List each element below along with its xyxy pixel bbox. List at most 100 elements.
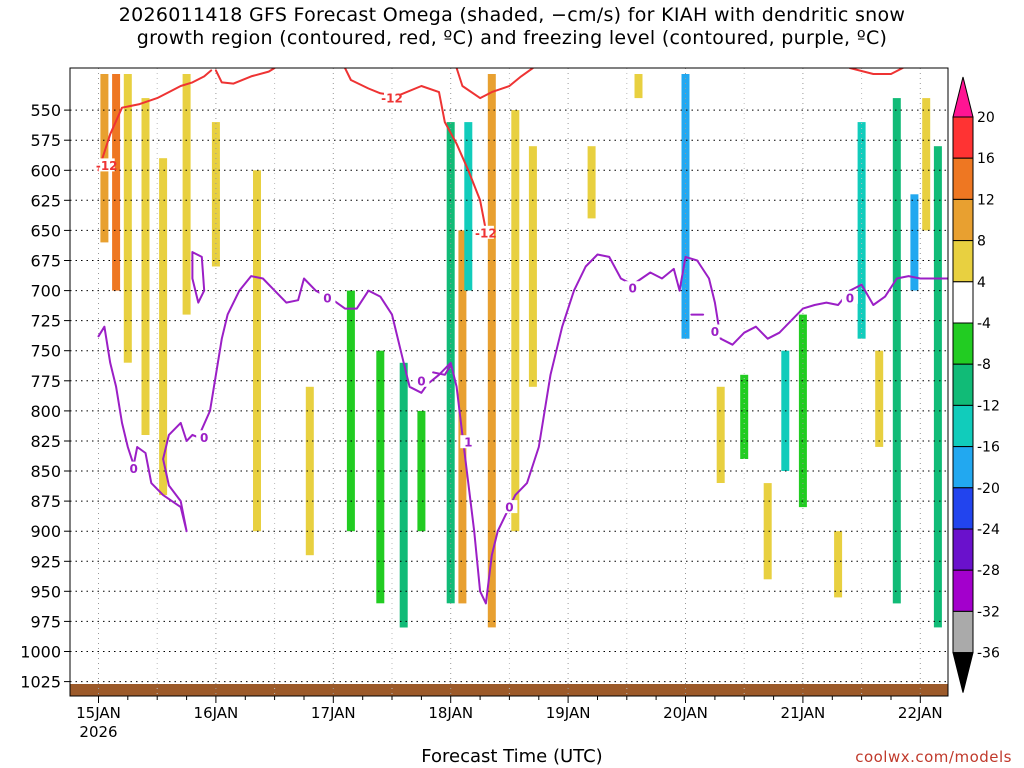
colorbar-tick-label: 12 [977, 192, 995, 208]
contour-label: 0 [200, 431, 208, 445]
plot-background [70, 68, 948, 696]
omega-cell [740, 374, 749, 459]
y-tick-label: 700 [30, 282, 61, 301]
y-tick-label: 575 [30, 131, 61, 150]
colorbar-tick-label: -28 [977, 563, 1000, 579]
y-tick-label: 550 [30, 101, 61, 120]
colorbar-swatch [952, 528, 974, 571]
colorbar-tick-label: 16 [977, 151, 995, 167]
colorbar-swatch [952, 404, 974, 448]
omega-shading [100, 74, 942, 628]
colorbar-tick-label: 4 [977, 275, 986, 291]
credit-link[interactable]: coolwx.com/models [855, 748, 1012, 766]
contour-label-bg [841, 290, 858, 304]
contour-label-bg [460, 435, 477, 449]
contour--12-line [455, 68, 534, 100]
contour-label: 0 [846, 291, 854, 305]
omega-cell [376, 350, 385, 604]
y-tick-label: 975 [30, 612, 61, 631]
gridlines [70, 68, 948, 696]
contour-label: 1 [464, 436, 472, 450]
contour-label-bg [319, 290, 336, 304]
y-tick-label: 850 [30, 462, 61, 481]
y-tick-label: 925 [30, 552, 61, 571]
x-year-label: 2026 [79, 723, 117, 741]
x-tick-label: 20JAN [663, 704, 708, 722]
colorbar-swatch [952, 487, 974, 530]
omega-cell [123, 74, 132, 363]
omega-cell [892, 98, 901, 604]
y-tick-label: 1025 [20, 673, 61, 692]
contour-label-bg [624, 281, 641, 295]
omega-cell [458, 230, 467, 604]
omega-cell [922, 98, 931, 231]
omega-cell [875, 350, 884, 447]
y-axis: 550 575 600 625 650 675 700 725 750 775 800 825 850 8… [20, 101, 70, 692]
contour-label-bg [384, 91, 400, 105]
colorbar-swatch [952, 363, 974, 406]
colorbar-swatch [952, 240, 974, 283]
colorbar-tick-label: -32 [977, 604, 1000, 620]
y-tick-label: 875 [30, 492, 61, 511]
colorbar-tick-label: -24 [977, 522, 1000, 538]
contour-label-bg [477, 225, 494, 239]
omega-cell [100, 74, 109, 243]
omega-cell [112, 74, 121, 291]
colorbar-swatch [952, 446, 974, 489]
colorbar-swatch [952, 569, 974, 612]
omega-cell [182, 74, 191, 315]
omega-cell [305, 386, 314, 556]
contour-label-bg [196, 430, 213, 444]
colorbar-cap-bottom [952, 652, 974, 693]
contour-label-bg [413, 373, 430, 387]
contour-label-bg [501, 500, 518, 514]
y-tick-label: 1000 [20, 643, 61, 662]
colorbar-swatch [952, 198, 974, 242]
x-tick-label: 22JAN [898, 704, 943, 722]
surface-terrain [70, 681, 948, 696]
contour-0-line [432, 364, 452, 376]
x-axis-title: Forecast Time (UTC) [421, 746, 603, 767]
colorbar-tick-label: 8 [977, 234, 986, 250]
contour--12-line [97, 69, 213, 172]
omega-cell [464, 122, 473, 291]
y-tick-label: 600 [30, 161, 61, 180]
colorbar-swatch [952, 157, 974, 200]
contour-labels: -12 -12 -12 0 0 0 0 1 0 0 0 0 [96, 91, 858, 515]
y-tick-label: 750 [30, 342, 61, 361]
chart-title: 2026011418 GFS Forecast Omega (shaded, −… [0, 4, 1024, 50]
colorbar-tick-label: -16 [977, 440, 1000, 456]
colorbar-tick-label: -8 [977, 357, 991, 373]
omega-cell [834, 531, 843, 598]
omega-cell [910, 194, 919, 291]
omega-cell [159, 158, 168, 496]
colorbar-cap-top [952, 76, 974, 118]
contour-label: 0 [323, 291, 331, 305]
contour-label-bg [98, 158, 115, 172]
colorbar-swatch [952, 322, 974, 365]
y-tick-label: 675 [30, 252, 61, 271]
x-tick-label: 18JAN [428, 704, 473, 722]
colorbar: 20 16 12 8 4 -4 -8 -12 -16 -20 -24 -28 -32 -36 [952, 76, 1000, 693]
contour-label-bg [125, 461, 142, 475]
omega-cell [487, 74, 496, 628]
omega-cell [141, 98, 150, 435]
omega-cell [857, 122, 866, 339]
x-tick-label: 19JAN [546, 704, 591, 722]
colorbar-tick-label: -12 [977, 398, 1000, 414]
chart-title-line2: growth region (contoured, red, ºC) and f… [136, 27, 888, 49]
omega-cell [634, 74, 643, 99]
x-tick-label: 21JAN [781, 704, 826, 722]
contour-label: 0 [505, 501, 513, 515]
omega-cell [587, 146, 596, 219]
contour-label: 0 [417, 374, 425, 388]
contour-label-bg [706, 324, 723, 338]
x-tick-label: 15JAN [76, 704, 121, 722]
colorbar-swatch [952, 116, 974, 159]
x-tick-label: 16JAN [194, 704, 239, 722]
contour-label: 0 [629, 282, 637, 296]
y-tick-label: 900 [30, 522, 61, 541]
colorbar-tick-label: 20 [977, 110, 995, 126]
surface-band [70, 684, 948, 696]
